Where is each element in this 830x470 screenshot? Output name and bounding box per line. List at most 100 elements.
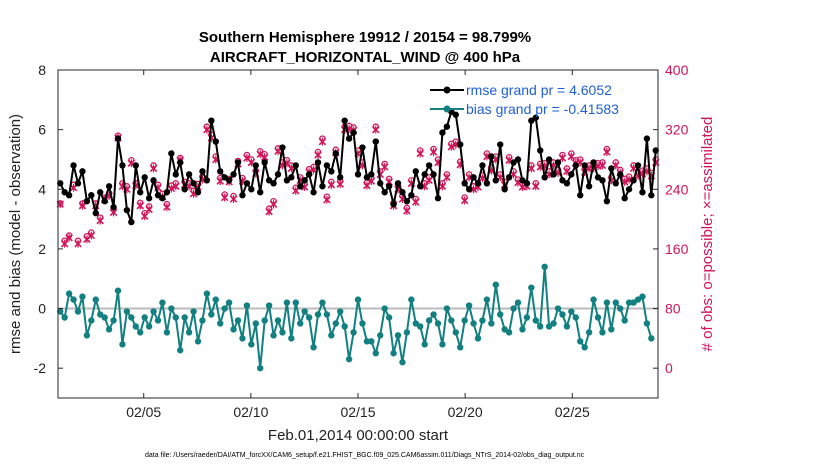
bias-point: [448, 317, 455, 324]
rmse-point: [92, 209, 99, 217]
bias-point: [350, 329, 357, 336]
rmse-point: [554, 159, 562, 166]
legend-rmse-label: rmse grand pr = 4.6052: [466, 82, 612, 98]
rmse-point: [621, 195, 628, 202]
rmse-point: [74, 180, 82, 187]
right-axis-ticks: 400 320 240 160 80 0: [653, 62, 689, 376]
obs-assimilated-marker: [380, 162, 389, 171]
obs-assimilated-marker: [567, 152, 576, 161]
bias-point: [212, 296, 219, 303]
rmse-point: [625, 186, 633, 193]
bias-point: [292, 299, 299, 306]
bias-point: [461, 317, 468, 324]
rmse-point: [603, 198, 611, 205]
rmse-point: [83, 198, 91, 205]
rmse-point: [345, 135, 353, 142]
bias-point: [465, 302, 473, 309]
rmse-point: [248, 186, 255, 193]
bias-point: [114, 287, 122, 294]
bias-point: [288, 335, 295, 342]
bias-point: [425, 317, 433, 324]
rmse-point: [479, 162, 486, 169]
x-axis-label: Feb.01,2014 00:00:00 start: [268, 427, 449, 444]
rmse-point: [377, 180, 384, 187]
rmse-point: [390, 200, 397, 208]
rmse-point: [310, 189, 317, 196]
bias-point: [168, 305, 175, 312]
bias-point: [479, 317, 486, 324]
bias-point: [57, 308, 64, 315]
obs-assimilated-marker: [60, 239, 69, 248]
bias-point: [230, 326, 237, 333]
rmse-point: [421, 171, 428, 178]
obs-assimilated-marker: [83, 235, 91, 244]
rmse-point: [639, 189, 646, 196]
bias-point: [257, 364, 264, 372]
obs-assimilated-marker: [425, 176, 433, 185]
rmse-point: [230, 171, 237, 178]
rmse-point: [65, 192, 73, 199]
bias-point: [101, 314, 108, 321]
bias-point: [452, 329, 459, 336]
rmse-point: [185, 171, 193, 178]
rmse-point: [114, 135, 122, 142]
rmse-point: [168, 150, 175, 157]
bias-point: [337, 308, 344, 315]
obs-assimilated-marker: [136, 201, 144, 210]
y-right-tick-label: 320: [665, 122, 689, 138]
obs-assimilated-marker: [149, 164, 158, 173]
bias-point: [537, 323, 544, 330]
rmse-point: [439, 129, 446, 136]
rmse-point: [497, 141, 504, 148]
y-left-tick-label: 4: [38, 181, 46, 197]
rmse-point: [550, 171, 557, 178]
obs-assimilated-marker: [460, 196, 469, 205]
bias-point: [314, 311, 322, 318]
rmse-point: [208, 117, 215, 124]
rmse-point: [385, 183, 393, 190]
bias-point: [550, 320, 557, 327]
x-axis-ticks: 02/05 02/10 02/15 02/20 02/25: [126, 70, 590, 420]
legend-bias-marker: [443, 105, 451, 113]
bias-point: [381, 305, 388, 312]
obs-assimilated-marker: [140, 212, 149, 221]
bias-point: [261, 317, 268, 324]
bias-point: [61, 314, 68, 321]
obs-assimilated-marker: [412, 197, 420, 206]
bias-point: [399, 359, 406, 366]
rmse-point: [105, 183, 113, 190]
x-tick-label: 02/15: [340, 404, 375, 420]
rmse-point: [323, 162, 331, 169]
rmse-point: [123, 206, 131, 214]
bias-point: [417, 323, 424, 330]
bias-point: [199, 317, 206, 324]
bias-point: [150, 308, 157, 315]
rmse-point: [172, 171, 179, 178]
rmse-point: [88, 192, 95, 199]
x-tick-label: 02/25: [555, 404, 590, 420]
bias-point: [541, 263, 548, 270]
bias-point: [172, 314, 179, 321]
rmse-point: [585, 183, 593, 190]
rmse-point: [381, 189, 388, 196]
rmse-point: [314, 159, 322, 166]
obs-assimilated-marker: [292, 186, 300, 195]
bias-point: [248, 341, 255, 348]
rmse-point: [257, 189, 264, 196]
bias-point: [372, 350, 379, 357]
rmse-point: [612, 180, 619, 187]
chart-title-line2: AIRCRAFT_HORIZONTAL_WIND @ 400 hPa: [210, 49, 521, 66]
rmse-point: [483, 180, 491, 187]
rmse-point: [279, 144, 286, 151]
bias-point: [221, 305, 228, 312]
bias-point: [510, 305, 517, 312]
bias-point: [270, 332, 277, 339]
rmse-point: [203, 177, 211, 184]
rmse-point: [545, 156, 553, 163]
rmse-point: [577, 192, 584, 199]
bias-point: [74, 308, 82, 315]
rmse-point: [359, 144, 366, 151]
obs-assimilated-marker: [318, 137, 327, 146]
rmse-point: [145, 195, 153, 202]
rmse-point: [350, 129, 357, 136]
